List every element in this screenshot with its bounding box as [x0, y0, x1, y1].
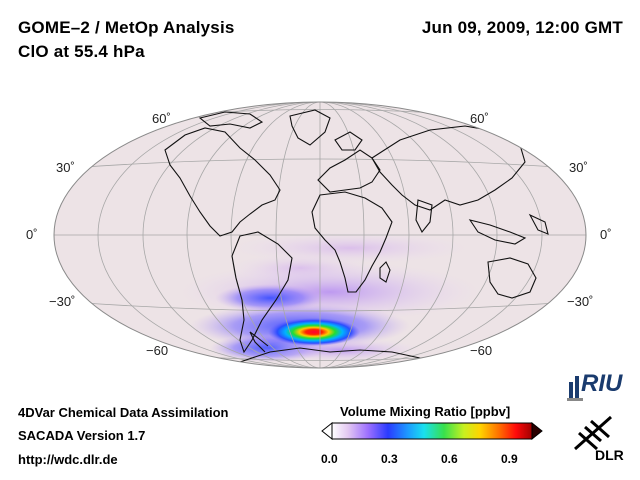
colorbar-gradient — [331, 422, 533, 440]
riu-tower-icon — [567, 376, 583, 401]
product-title: GOME–2 / MetOp Analysis — [18, 18, 235, 37]
riu-logo: RIU — [565, 370, 629, 404]
dlr-logo-text: DLR — [595, 447, 624, 463]
colorbar-tick: 0.9 — [501, 452, 518, 466]
dlr-logo: DLR — [565, 413, 625, 473]
lat-label-left-eq: 0˚ — [26, 227, 38, 242]
lat-label-right-30n: 30˚ — [569, 160, 588, 175]
colorbar-tick: 0.0 — [321, 452, 338, 466]
product-subtitle: ClO at 55.4 hPa — [18, 42, 145, 61]
graticule — [54, 102, 586, 368]
footer-method: 4DVar Chemical Data Assimilation — [18, 405, 229, 420]
lat-label-right-60n: 60˚ — [470, 111, 489, 126]
datetime-label: Jun 09, 2009, 12:00 GMT — [421, 18, 623, 37]
lat-label-right-30s: −30˚ — [567, 294, 594, 309]
lat-label-right-eq: 0˚ — [600, 227, 612, 242]
lat-label-left-60s: −60 — [146, 343, 169, 358]
colorbar-tick: 0.6 — [441, 452, 458, 466]
lat-label-right-60s: −60 — [470, 343, 493, 358]
lat-label-left-30s: −30˚ — [49, 294, 76, 309]
colorbar-min-arrow — [321, 421, 333, 441]
lat-label-left-60n: 60˚ — [152, 111, 171, 126]
footer-url[interactable]: http://wdc.dlr.de — [18, 452, 118, 467]
colorbar-tick: 0.3 — [381, 452, 398, 466]
map-outline — [53, 101, 587, 369]
footer-version: SACADA Version 1.7 — [18, 428, 146, 443]
colorbar — [321, 421, 543, 441]
riu-logo-text: RIU — [581, 370, 623, 397]
colorbar-max-arrow — [531, 421, 543, 441]
lat-label-left-30n: 30˚ — [56, 160, 75, 175]
dlr-emblem-icon — [574, 415, 612, 451]
colorbar-title: Volume Mixing Ratio [ppbv] — [340, 404, 511, 419]
